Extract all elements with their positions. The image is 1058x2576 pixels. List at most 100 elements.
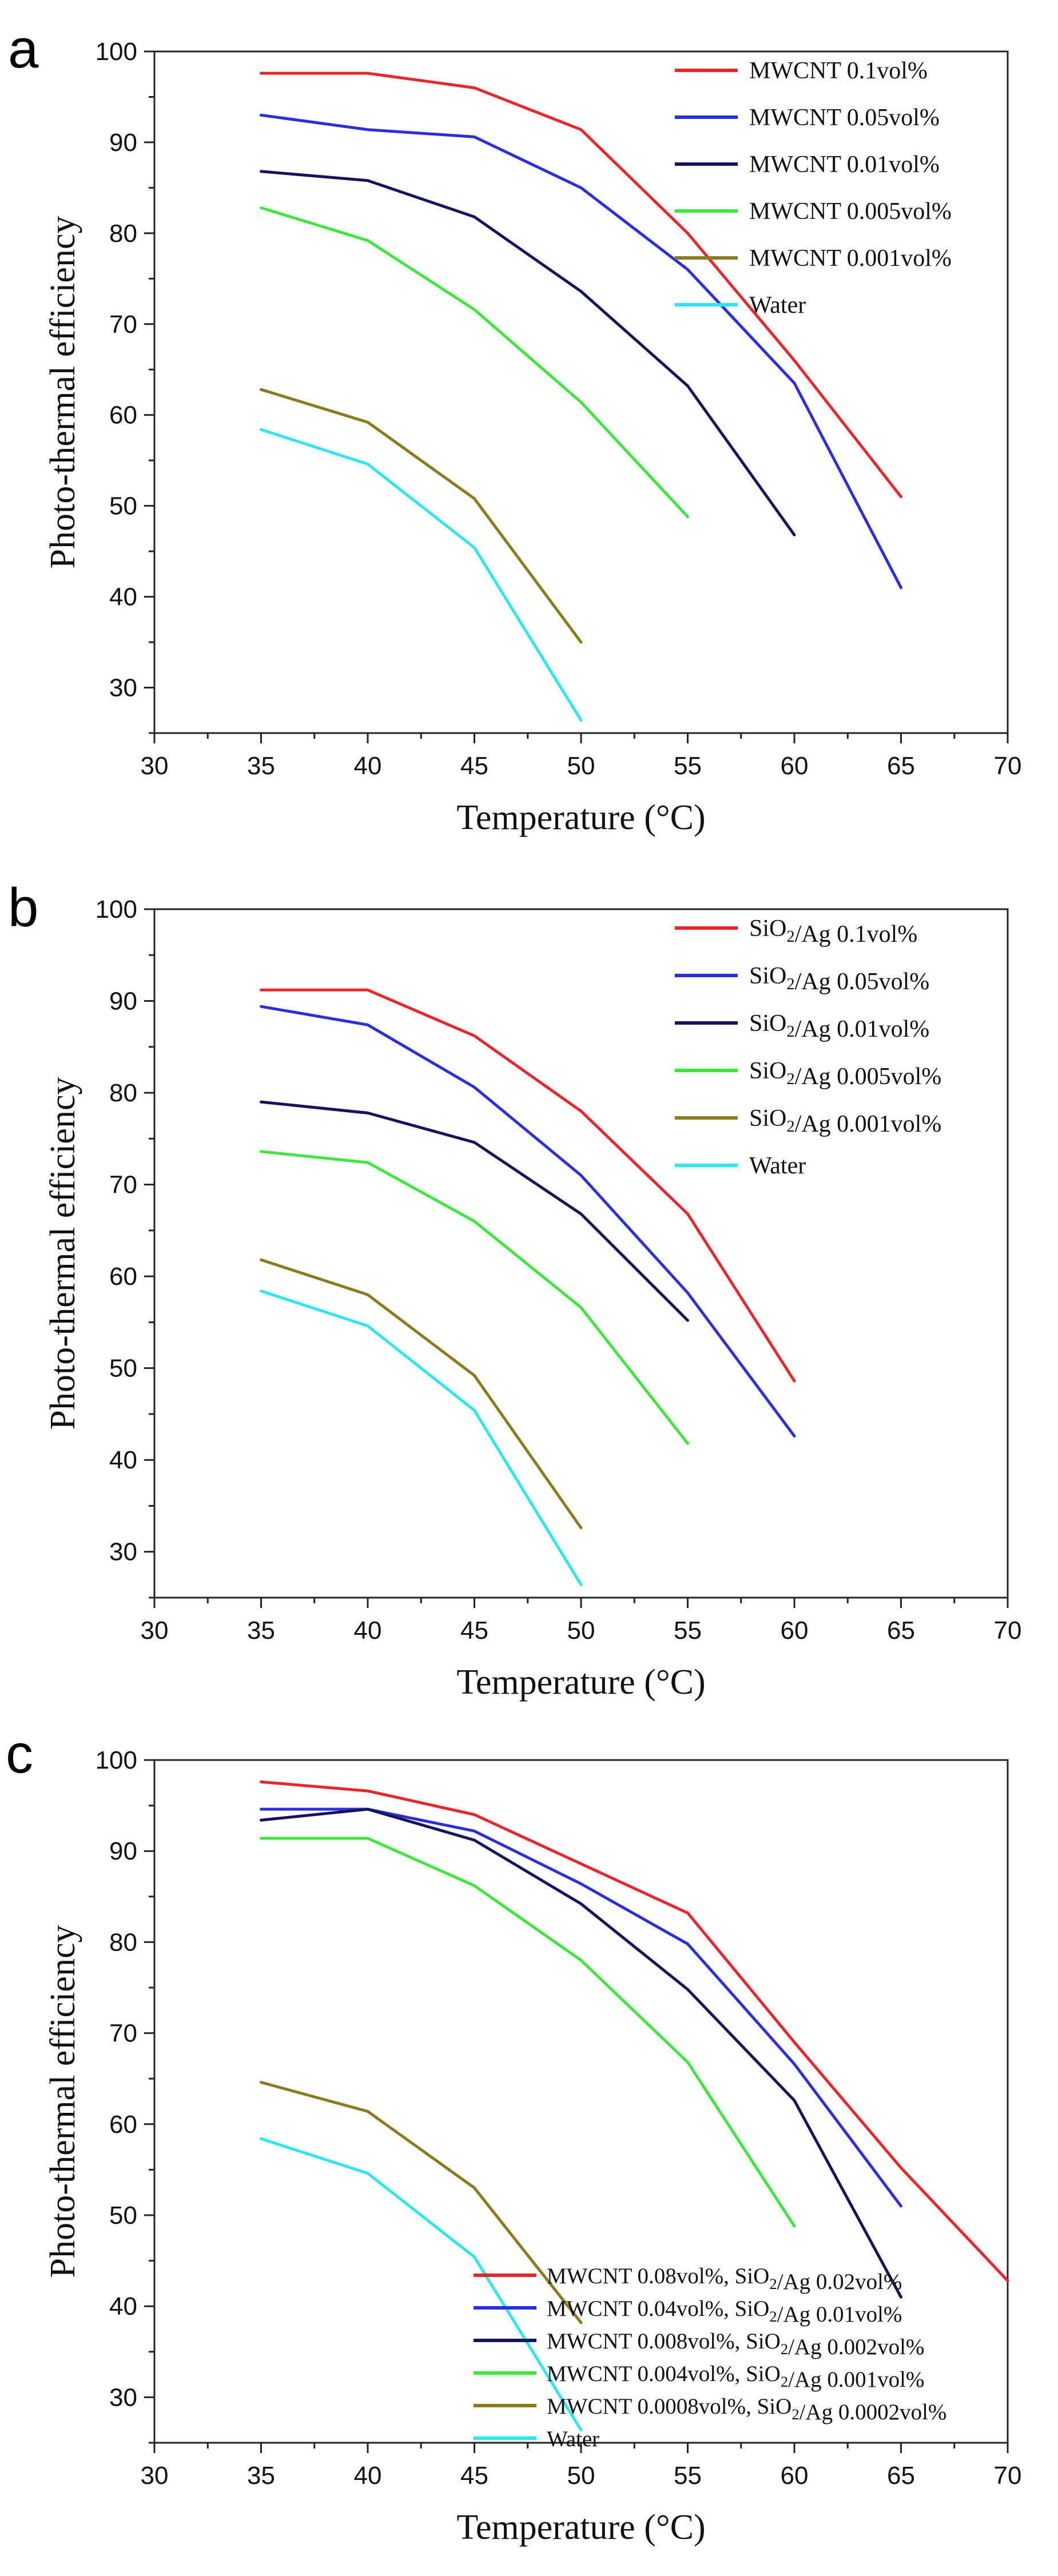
x-tick-label: 60	[781, 2462, 809, 2490]
y-tick-label: 60	[109, 401, 137, 429]
x-tick-label: 40	[354, 1617, 382, 1645]
panel-letter: a	[8, 18, 39, 79]
series-line	[260, 1150, 689, 1445]
x-tick-label: 45	[460, 2462, 488, 2490]
series-line	[260, 1837, 796, 2228]
legend-label: MWCNT 0.1vol%	[749, 58, 928, 84]
y-axis-label: Photo-thermal efficiency	[43, 1925, 82, 2278]
x-tick-label: 30	[141, 1617, 169, 1645]
x-tick-label: 70	[994, 2462, 1022, 2490]
y-tick-label: 90	[109, 1837, 137, 1865]
legend-label: MWCNT 0.08vol%, SiO2/Ag 0.02vol%	[547, 2264, 902, 2294]
x-tick-label: 55	[674, 2462, 702, 2490]
x-axis-label: Temperature (°C)	[456, 798, 705, 837]
legend-label: SiO2/Ag 0.05vol%	[749, 963, 929, 995]
legend-label: Water	[749, 1153, 806, 1179]
x-tick-label: 65	[887, 2462, 915, 2490]
legend-label: MWCNT 0.04vol%, SiO2/Ag 0.01vol%	[547, 2296, 902, 2327]
y-tick-label: 50	[109, 2201, 137, 2229]
y-tick-label: 100	[96, 1746, 137, 1774]
x-tick-label: 50	[567, 2462, 595, 2490]
chart-panel-b: 30 35 40 45 50 55 60 65 70 30 40 50 60 70 80 90 100 Tempe…	[8, 877, 1022, 1702]
x-axis-label: Temperature (°C)	[456, 1663, 705, 1702]
x-tick-label: 55	[674, 1617, 702, 1645]
y-tick-label: 60	[109, 2111, 137, 2139]
x-tick-label: 50	[567, 1617, 595, 1645]
x-tick-label: 30	[141, 2462, 169, 2490]
chart-panel-a: 30 35 40 45 50 55 60 65 70 30 40 50 60 70 80 90 100 Tempe…	[8, 18, 1022, 837]
y-tick-label: 70	[109, 1171, 137, 1199]
legend-label: MWCNT 0.005vol%	[749, 198, 952, 225]
legend-label: MWCNT 0.001vol%	[749, 245, 952, 272]
x-tick-label: 60	[781, 752, 809, 780]
y-tick-label: 80	[109, 1928, 137, 1956]
y-tick-label: 100	[96, 895, 137, 923]
legend-label: SiO2/Ag 0.01vol%	[749, 1010, 929, 1042]
legend-label: MWCNT 0.05vol%	[749, 105, 940, 131]
panel-letter: c	[6, 1723, 33, 1785]
y-tick-label: 50	[109, 1355, 137, 1383]
series-line	[260, 1807, 902, 2208]
x-tick-label: 35	[247, 2462, 275, 2490]
x-tick-label: 30	[141, 752, 169, 780]
y-tick-label: 90	[109, 988, 137, 1016]
series-line	[260, 1780, 1009, 2283]
legend-label: Water	[749, 292, 806, 318]
y-tick-label: 80	[109, 1079, 137, 1107]
legend-label: SiO2/Ag 0.1vol%	[749, 915, 917, 947]
x-tick-label: 50	[567, 752, 595, 780]
legend-label: MWCNT 0.008vol%, SiO2/Ag 0.002vol%	[547, 2329, 924, 2359]
legend-label: Water	[547, 2427, 599, 2451]
y-tick-label: 100	[96, 38, 137, 66]
series-line	[260, 1005, 796, 1438]
y-tick-label: 60	[109, 1263, 137, 1291]
y-tick-label: 40	[109, 2292, 137, 2320]
y-tick-label: 30	[109, 674, 137, 702]
y-tick-label: 50	[109, 492, 137, 520]
x-tick-label: 45	[460, 752, 488, 780]
legend-label: SiO2/Ag 0.001vol%	[749, 1105, 941, 1137]
y-tick-label: 80	[109, 220, 137, 248]
y-tick-label: 90	[109, 129, 137, 157]
x-tick-label: 70	[994, 752, 1022, 780]
series-line	[260, 170, 796, 536]
series-line	[260, 1289, 583, 1586]
legend-label: MWCNT 0.0008vol%, SiO2/Ag 0.0002vol%	[547, 2394, 946, 2424]
legend-label: MWCNT 0.01vol%	[749, 152, 940, 178]
x-axis-label: Temperature (°C)	[456, 2508, 705, 2547]
x-tick-label: 65	[887, 1617, 915, 1645]
series-line	[260, 206, 689, 519]
chart-panel-c: 30 35 40 45 50 55 60 65 70 30 40 50 60 70 80 90 100 Tempe…	[6, 1723, 1022, 2547]
y-tick-label: 40	[109, 583, 137, 611]
series-line	[260, 1807, 902, 2299]
y-tick-label: 30	[109, 1538, 137, 1566]
x-tick-label: 35	[247, 752, 275, 780]
y-tick-label: 70	[109, 310, 137, 339]
series-line	[260, 1258, 583, 1530]
series-line	[260, 388, 583, 644]
y-axis-label: Photo-thermal efficiency	[43, 1077, 82, 1430]
series-line	[260, 988, 796, 1383]
x-tick-label: 60	[781, 1617, 809, 1645]
x-tick-label: 40	[354, 752, 382, 780]
y-axis-label: Photo-thermal efficiency	[43, 216, 82, 569]
series-line	[260, 113, 902, 590]
panel-letter: b	[8, 877, 38, 938]
x-tick-label: 45	[460, 1617, 488, 1645]
series-line	[260, 2137, 583, 2432]
y-tick-label: 30	[109, 2383, 137, 2411]
x-tick-label: 65	[887, 752, 915, 780]
plot-frame	[153, 908, 1009, 1599]
series-line	[260, 428, 583, 722]
x-tick-label: 55	[674, 752, 702, 780]
y-tick-label: 70	[109, 2020, 137, 2048]
series-line	[260, 2081, 583, 2324]
x-tick-label: 70	[994, 1617, 1022, 1645]
x-tick-label: 35	[247, 1617, 275, 1645]
y-tick-label: 40	[109, 1446, 137, 1474]
series-line	[260, 71, 902, 499]
legend-label: SiO2/Ag 0.005vol%	[749, 1058, 941, 1090]
series-line	[260, 1100, 689, 1322]
legend-label: MWCNT 0.004vol%, SiO2/Ag 0.001vol%	[547, 2362, 924, 2392]
x-tick-label: 40	[354, 2462, 382, 2490]
